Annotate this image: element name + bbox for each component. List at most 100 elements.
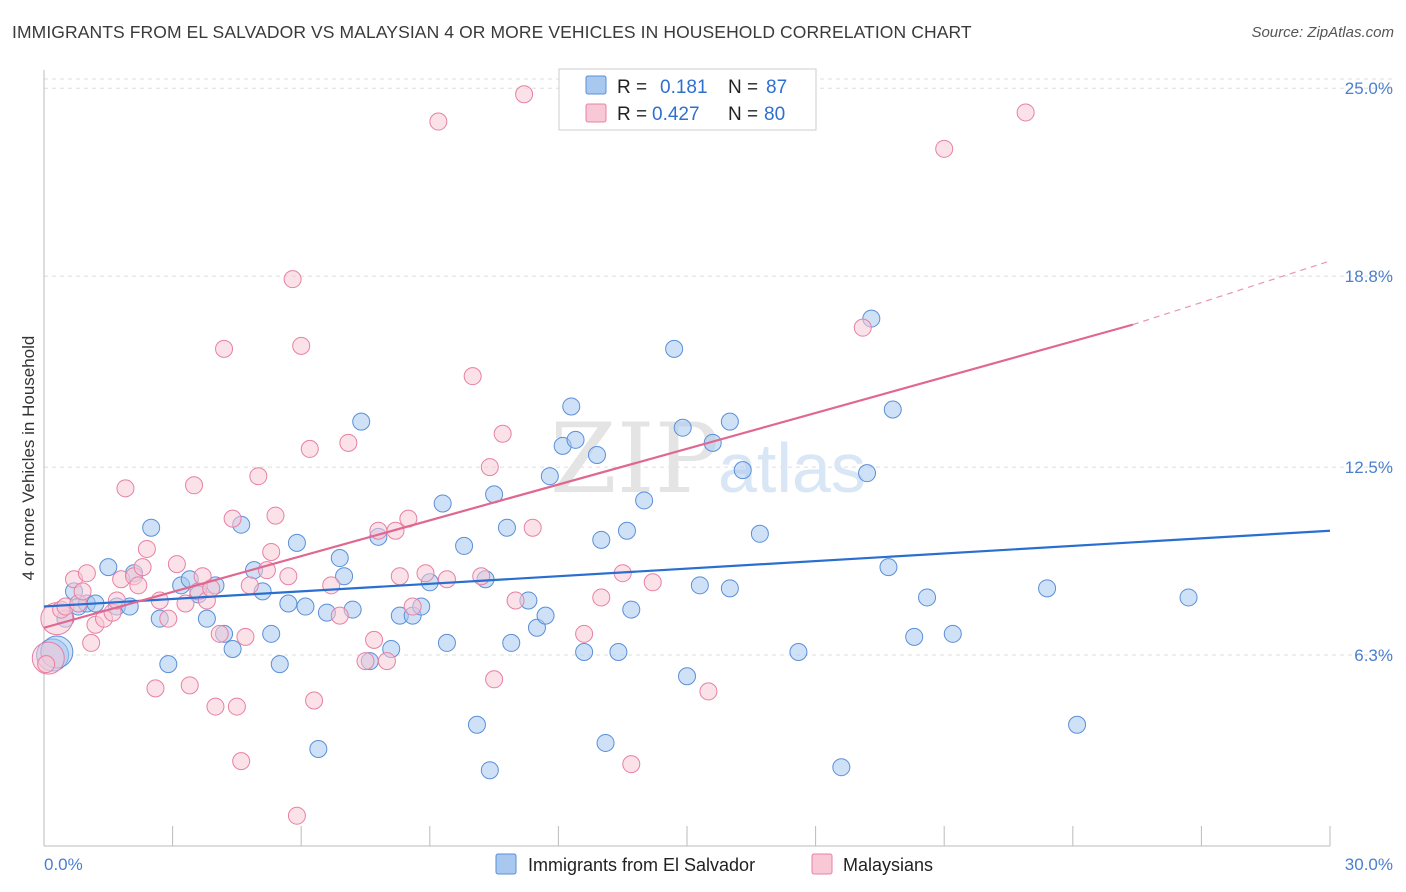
el-salvador-point-84 (1038, 579, 1057, 598)
malaysians-point-41 (283, 270, 302, 289)
legend-r-value-blue: 0.181 (660, 77, 708, 98)
x-tick-label-min: 0.0% (44, 855, 83, 874)
el-salvador-point-66 (665, 339, 684, 358)
el-salvador-point-61 (596, 733, 615, 752)
trend-line-malaysians (43, 323, 1134, 629)
malaysians-point-68 (575, 624, 594, 643)
chart-source: Source: ZipAtlas.com (1251, 24, 1394, 41)
x-tick-labels: 0.0% 30.0% (44, 855, 1393, 874)
el-salvador-point-29 (309, 740, 328, 758)
malaysians-point-72 (643, 573, 662, 592)
malaysians-point-22 (180, 676, 199, 695)
axes (43, 70, 1331, 847)
malaysians-point-77 (37, 655, 56, 674)
legend-r-value-pink: 0.427 (652, 104, 700, 125)
malaysians-point-57 (416, 564, 435, 583)
malaysians-point-28 (206, 697, 225, 716)
el-salvador-point-54 (536, 606, 555, 625)
malaysians-point-50 (365, 630, 384, 649)
legend-n-value-blue: 87 (766, 77, 787, 98)
y-tick-label-0: 6.3% (1354, 646, 1393, 665)
malaysians-point-64 (493, 424, 512, 443)
malaysians-point-16 (137, 539, 156, 558)
el-salvador-point-72 (720, 579, 739, 598)
series-malaysians-points (31, 85, 1035, 825)
el-salvador-point-34 (352, 412, 371, 431)
legend-n-value-pink: 80 (764, 104, 785, 125)
el-salvador-point-57 (566, 430, 585, 449)
legend-swatch-pink (585, 103, 607, 123)
malaysians-point-32 (227, 697, 246, 716)
malaysians-point-36 (249, 467, 268, 486)
y-tick-label-2: 18.8% (1345, 267, 1393, 286)
bottom-legend-label-malaysians: Malaysians (843, 855, 933, 875)
chart-title: IMMIGRANTS FROM EL SALVADOR VS MALAYSIAN… (12, 22, 972, 42)
bottom-legend-label-el-salvador: Immigrants from El Salvador (528, 855, 755, 875)
legend-swatch-blue (585, 75, 607, 95)
malaysians-point-62 (480, 458, 499, 477)
y-tick-label-3: 25.0% (1345, 79, 1393, 98)
y-tick-labels: 6.3% 12.5% 18.8% 25.0% (1345, 79, 1393, 665)
x-tick-label-max: 30.0% (1345, 855, 1393, 874)
malaysians-point-63 (485, 670, 504, 689)
el-salvador-point-82 (918, 588, 937, 607)
malaysians-point-42 (287, 806, 306, 825)
el-salvador-point-75 (789, 643, 808, 661)
legend-n-label: N = (728, 104, 758, 125)
malaysians-point-11 (107, 591, 126, 610)
el-salvador-point-24 (262, 624, 281, 643)
malaysians-point-44 (300, 439, 319, 458)
trend-line-el-salvador (43, 529, 1331, 608)
bottom-legend-swatch-pink (811, 853, 833, 875)
el-salvador-point-74 (750, 524, 769, 543)
malaysians-point-66 (515, 85, 534, 104)
el-salvador-point-32 (335, 567, 354, 586)
el-salvador-point-85 (1068, 715, 1087, 734)
trend-line-malaysians-extension (1132, 260, 1331, 326)
bottom-legend-swatch-blue (495, 853, 517, 875)
el-salvador-point-45 (467, 715, 486, 734)
malaysians-point-71 (622, 755, 641, 774)
el-salvador-point-43 (437, 633, 456, 652)
malaysians-point-17 (146, 679, 165, 698)
malaysians-point-40 (279, 567, 298, 586)
legend-r-label: R = (617, 104, 647, 125)
el-salvador-point-31 (330, 549, 349, 568)
el-salvador-point-86 (1179, 588, 1198, 607)
malaysians-point-47 (330, 606, 349, 625)
el-salvador-point-20 (223, 639, 242, 658)
malaysians-point-75 (935, 139, 954, 158)
el-salvador-point-76 (832, 758, 851, 777)
el-salvador-point-64 (622, 600, 641, 619)
el-salvador-point-13 (159, 655, 178, 674)
malaysians-point-65 (506, 591, 525, 610)
el-salvador-point-7 (99, 558, 118, 577)
malaysians-point-73 (699, 682, 718, 701)
el-salvador-point-68 (678, 667, 696, 686)
malaysians-point-31 (223, 509, 242, 528)
el-salvador-point-17 (197, 609, 216, 628)
el-salvador-point-27 (287, 533, 306, 552)
malaysians-point-35 (240, 576, 259, 595)
malaysians-point-30 (215, 339, 234, 358)
malaysians-point-46 (322, 576, 341, 595)
malaysians-point-49 (356, 652, 375, 671)
malaysians-point-23 (185, 476, 204, 495)
malaysians-point-33 (232, 752, 251, 771)
malaysians-point-43 (292, 336, 311, 355)
el-salvador-point-77 (858, 464, 877, 483)
el-salvador-point-67 (673, 418, 692, 437)
malaysians-point-38 (262, 542, 281, 561)
el-salvador-point-62 (609, 643, 628, 661)
el-salvador-point-42 (433, 494, 452, 513)
legend-box: R = 0.181 N = 87 R = 0.427 N = 80 (558, 68, 817, 131)
malaysians-point-60 (463, 367, 482, 386)
trend-lines (43, 260, 1331, 629)
el-salvador-point-58 (575, 643, 594, 661)
el-salvador-point-49 (497, 518, 516, 537)
el-salvador-point-26 (279, 594, 298, 613)
el-salvador-point-71 (720, 412, 739, 431)
malaysians-point-56 (403, 597, 422, 616)
malaysians-point-67 (523, 518, 542, 537)
